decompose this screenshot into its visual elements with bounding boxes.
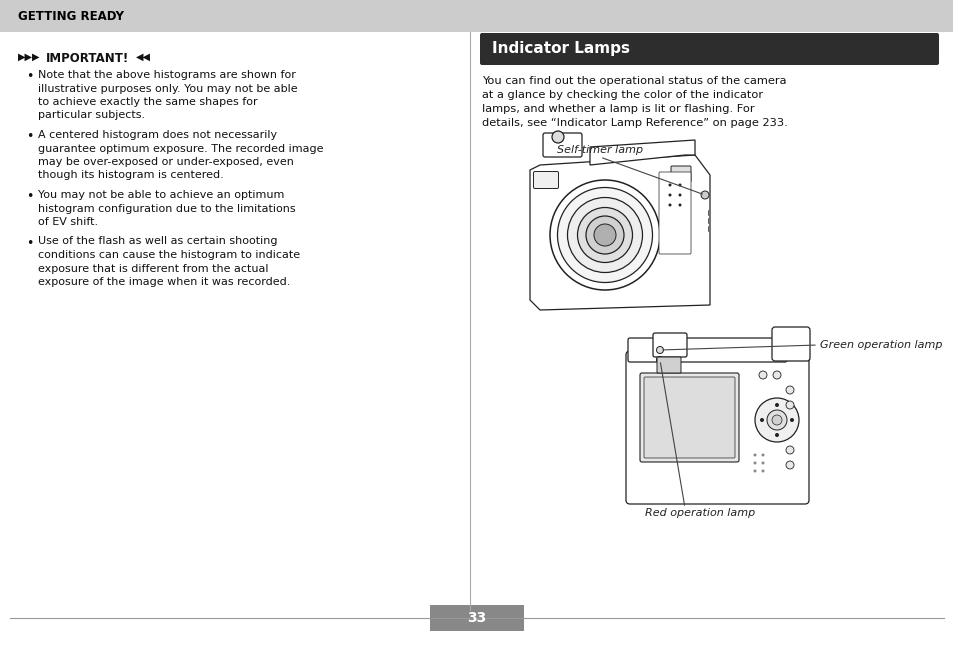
FancyBboxPatch shape xyxy=(639,373,739,462)
Text: ▶▶▶: ▶▶▶ xyxy=(18,52,40,62)
Text: may be over-exposed or under-exposed, even: may be over-exposed or under-exposed, ev… xyxy=(38,157,294,167)
Text: illustrative purposes only. You may not be able: illustrative purposes only. You may not … xyxy=(38,83,297,94)
Circle shape xyxy=(753,461,756,464)
Text: lamps, and whether a lamp is lit or flashing. For: lamps, and whether a lamp is lit or flas… xyxy=(481,104,754,114)
Circle shape xyxy=(668,183,671,187)
FancyBboxPatch shape xyxy=(659,172,690,254)
FancyBboxPatch shape xyxy=(479,33,938,65)
Text: conditions can cause the histogram to indicate: conditions can cause the histogram to in… xyxy=(38,250,300,260)
Text: guarantee optimum exposure. The recorded image: guarantee optimum exposure. The recorded… xyxy=(38,143,323,154)
Circle shape xyxy=(754,398,799,442)
Circle shape xyxy=(760,461,763,464)
Circle shape xyxy=(759,371,766,379)
Text: •: • xyxy=(26,236,33,249)
Circle shape xyxy=(678,183,680,187)
Text: Red operation lamp: Red operation lamp xyxy=(644,508,755,518)
Circle shape xyxy=(760,453,763,457)
Circle shape xyxy=(552,131,563,143)
FancyBboxPatch shape xyxy=(771,327,809,361)
Text: though its histogram is centered.: though its histogram is centered. xyxy=(38,171,224,180)
Ellipse shape xyxy=(577,207,632,262)
Text: Use of the flash as well as certain shooting: Use of the flash as well as certain shoo… xyxy=(38,236,277,247)
Text: of EV shift.: of EV shift. xyxy=(38,217,98,227)
Text: Indicator Lamps: Indicator Lamps xyxy=(492,41,629,56)
Text: Green operation lamp: Green operation lamp xyxy=(820,340,942,350)
Circle shape xyxy=(700,191,708,199)
Text: Note that the above histograms are shown for: Note that the above histograms are shown… xyxy=(38,70,295,80)
Circle shape xyxy=(774,433,779,437)
Circle shape xyxy=(774,403,779,407)
FancyBboxPatch shape xyxy=(533,171,558,189)
Circle shape xyxy=(753,470,756,472)
Circle shape xyxy=(785,461,793,469)
Circle shape xyxy=(668,194,671,196)
Text: exposure that is different from the actual: exposure that is different from the actu… xyxy=(38,264,268,273)
Circle shape xyxy=(766,410,786,430)
Ellipse shape xyxy=(594,224,616,246)
FancyBboxPatch shape xyxy=(542,133,581,157)
Polygon shape xyxy=(530,155,709,310)
Circle shape xyxy=(678,194,680,196)
FancyBboxPatch shape xyxy=(670,166,690,182)
Circle shape xyxy=(668,203,671,207)
Text: You may not be able to achieve an optimum: You may not be able to achieve an optimu… xyxy=(38,190,284,200)
Text: ◀◀: ◀◀ xyxy=(136,52,151,62)
Bar xyxy=(0,0,953,32)
Circle shape xyxy=(785,401,793,409)
Circle shape xyxy=(656,357,662,364)
Text: •: • xyxy=(26,190,33,203)
Text: •: • xyxy=(26,130,33,143)
Circle shape xyxy=(772,371,781,379)
Text: Self-timer lamp: Self-timer lamp xyxy=(557,145,642,155)
FancyBboxPatch shape xyxy=(652,333,686,357)
Circle shape xyxy=(785,446,793,454)
Circle shape xyxy=(678,203,680,207)
Text: details, see “Indicator Lamp Reference” on page 233.: details, see “Indicator Lamp Reference” … xyxy=(481,118,787,128)
Text: histogram configuration due to the limitations: histogram configuration due to the limit… xyxy=(38,203,295,213)
Text: •: • xyxy=(26,70,33,83)
Circle shape xyxy=(771,415,781,425)
Text: 33: 33 xyxy=(467,611,486,625)
Circle shape xyxy=(785,386,793,394)
FancyBboxPatch shape xyxy=(657,357,680,373)
FancyBboxPatch shape xyxy=(625,351,808,504)
FancyBboxPatch shape xyxy=(643,377,734,458)
Circle shape xyxy=(753,453,756,457)
Circle shape xyxy=(760,470,763,472)
Ellipse shape xyxy=(550,180,659,290)
Text: at a glance by checking the color of the indicator: at a glance by checking the color of the… xyxy=(481,90,762,100)
Text: to achieve exactly the same shapes for: to achieve exactly the same shapes for xyxy=(38,97,257,107)
Circle shape xyxy=(656,346,662,353)
Text: IMPORTANT!: IMPORTANT! xyxy=(46,52,129,65)
Circle shape xyxy=(789,418,793,422)
FancyBboxPatch shape xyxy=(627,338,786,362)
Text: You can find out the operational status of the camera: You can find out the operational status … xyxy=(481,76,785,86)
Text: GETTING READY: GETTING READY xyxy=(18,10,124,23)
Text: exposure of the image when it was recorded.: exposure of the image when it was record… xyxy=(38,277,290,287)
Text: particular subjects.: particular subjects. xyxy=(38,110,145,121)
Ellipse shape xyxy=(585,216,623,254)
Ellipse shape xyxy=(567,198,641,273)
Polygon shape xyxy=(589,140,695,165)
Circle shape xyxy=(760,418,763,422)
Bar xyxy=(430,605,523,631)
Text: A centered histogram does not necessarily: A centered histogram does not necessaril… xyxy=(38,130,276,140)
Ellipse shape xyxy=(557,187,652,282)
